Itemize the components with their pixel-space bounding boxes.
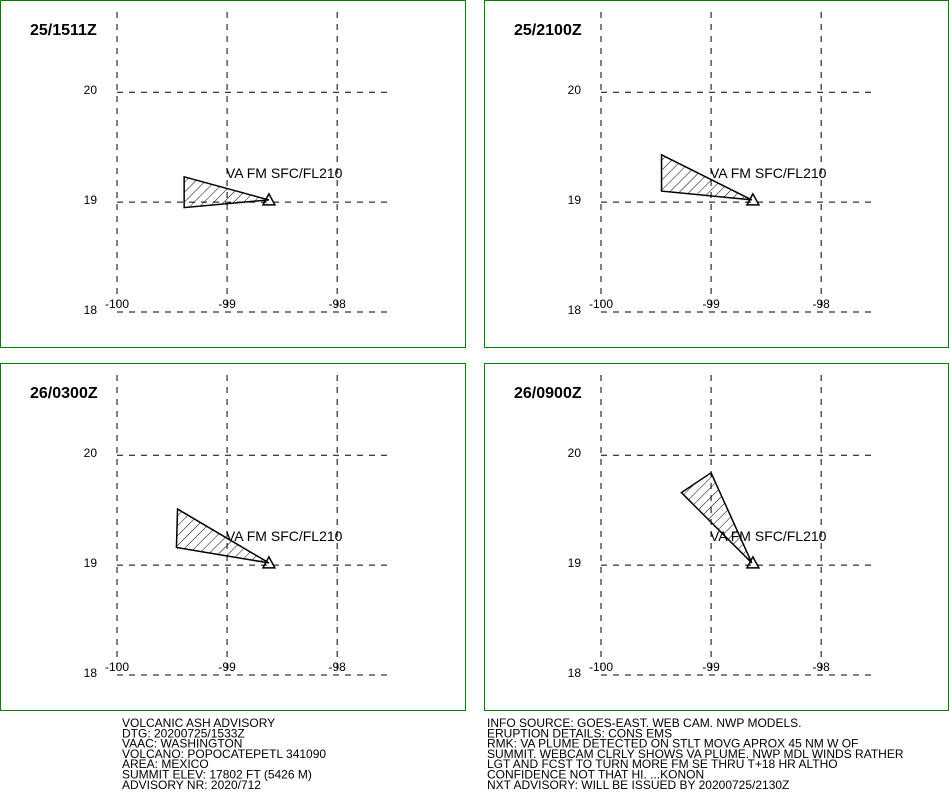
lat-tick-label: 18 — [568, 666, 582, 680]
advisory-line: VAAC: WASHINGTON — [122, 737, 242, 751]
advisory-line: SUMMIT. WEBCAM CLRLY SHOWS VA PLUME. NWP… — [487, 747, 904, 761]
lat-tick-label: 19 — [568, 193, 582, 207]
altitude-label: VA FM SFC/FL210 — [710, 165, 827, 181]
lon-tick-label: -99 — [218, 660, 236, 674]
panel-frame — [484, 0, 949, 348]
lon-tick-label: -99 — [702, 660, 720, 674]
advisory-line: RMK: VA PLUME DETECTED ON STLT MOVG APRO… — [487, 737, 858, 751]
advisory-line: LGT AND FCST TO TURN MORE FM SE THRU T+1… — [487, 757, 838, 771]
advisory-line: ERUPTION DETAILS: CONS EMS — [487, 726, 672, 740]
lat-tick-label: 20 — [84, 83, 98, 97]
lat-tick-label: 20 — [568, 446, 582, 460]
lon-tick-label: -98 — [328, 297, 346, 311]
forecast-time: 26/0300Z — [30, 385, 98, 402]
lon-tick-label: -100 — [589, 297, 613, 311]
advisory-line: VOLCANO: POPOCATEPETL 341090 — [122, 747, 326, 761]
advisory-line: DTG: 20200725/1533Z — [122, 726, 245, 740]
lon-tick-label: -98 — [812, 660, 830, 674]
forecast-time: 25/2100Z — [514, 22, 582, 39]
advisory-line: VOLCANIC ASH ADVISORY — [122, 716, 275, 730]
lon-tick-label: -98 — [328, 660, 346, 674]
lat-tick-label: 19 — [568, 556, 582, 570]
ash-cloud — [175, 507, 270, 564]
altitude-label: VA FM SFC/FL210 — [710, 528, 827, 544]
advisory-line: NXT ADVISORY: WILL BE ISSUED BY 20200725… — [487, 778, 789, 792]
lat-tick-label: 18 — [84, 666, 98, 680]
ash-cloud — [680, 471, 753, 564]
volcano-marker — [261, 192, 277, 206]
forecast-time: 25/1511Z — [30, 22, 97, 39]
volcano-marker — [745, 192, 761, 206]
lat-tick-label: 19 — [84, 193, 98, 207]
panel-frame — [0, 363, 466, 711]
volcano-marker — [745, 555, 761, 569]
advisory-line: SUMMIT ELEV: 17802 FT (5426 M) — [122, 768, 312, 782]
lon-tick-label: -99 — [218, 297, 236, 311]
volcano-marker — [261, 555, 277, 569]
lon-tick-label: -98 — [812, 297, 830, 311]
lon-tick-label: -100 — [105, 660, 129, 674]
lon-tick-label: -99 — [702, 297, 720, 311]
panel-frame — [484, 363, 949, 711]
altitude-label: VA FM SFC/FL210 — [226, 165, 343, 181]
lat-tick-label: 19 — [84, 556, 98, 570]
lat-tick-label: 20 — [568, 83, 582, 97]
lon-tick-label: -100 — [589, 660, 613, 674]
advisory-line: ADVISORY NR: 2020/712 — [122, 778, 261, 792]
advisory-line: CONFIDENCE NOT THAT HI. ...KONON — [487, 768, 704, 782]
ash-cloud — [660, 153, 753, 201]
advisory-line: AREA: MEXICO — [122, 757, 209, 771]
forecast-time: 26/0900Z — [514, 385, 582, 402]
lat-tick-label: 18 — [84, 303, 98, 317]
altitude-label: VA FM SFC/FL210 — [226, 528, 343, 544]
lon-tick-label: -100 — [105, 297, 129, 311]
advisory-line: INFO SOURCE: GOES-EAST. WEB CAM. NWP MOD… — [487, 716, 801, 730]
ash-cloud — [183, 175, 270, 209]
lat-tick-label: 20 — [84, 446, 98, 460]
panel-frame — [0, 0, 466, 348]
lat-tick-label: 18 — [568, 303, 582, 317]
